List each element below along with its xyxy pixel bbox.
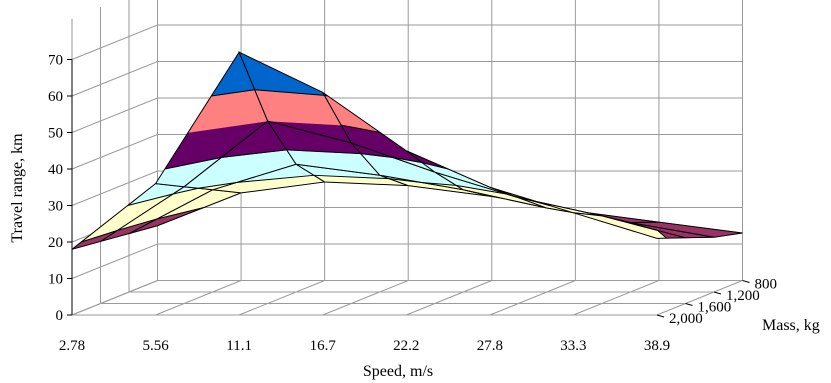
surface-cell	[238, 51, 353, 144]
y-tick-label-50: 50	[48, 126, 63, 142]
x-tick-label-3: 16.7	[310, 338, 337, 354]
floor-x-line-5	[489, 280, 576, 316]
contour-line	[156, 207, 205, 220]
floor-x-line-6	[573, 280, 660, 316]
surface-mesh-cell	[573, 212, 686, 239]
surface-cell	[573, 212, 686, 239]
x-axis-title: Speed, m/s	[363, 363, 433, 380]
contour-line	[211, 89, 255, 97]
y-tick-label-70: 70	[48, 53, 63, 69]
floor-x-line-0	[71, 280, 158, 316]
x-tick-label-7: 38.9	[644, 338, 670, 354]
y-tick-label-30: 30	[48, 199, 63, 215]
y-tick-label-10: 10	[48, 272, 63, 288]
floor-x-line-3	[322, 280, 409, 316]
contour-line	[313, 174, 390, 180]
x-tick-label-4: 22.2	[393, 338, 419, 354]
contour-line	[421, 182, 457, 186]
contour-line	[421, 162, 449, 170]
x-tick-label-5: 27.8	[477, 338, 503, 354]
surface-cell	[71, 183, 186, 250]
z-tick-label-2: 1,600	[698, 300, 732, 316]
contour-line	[172, 187, 199, 195]
floor-x-line-2	[238, 280, 325, 316]
floor-x-line-4	[406, 280, 492, 316]
y-tick-label-0: 0	[56, 308, 64, 324]
contour-line	[127, 193, 174, 206]
z-tick-mark-2	[685, 303, 693, 306]
z-tick-label-0: 800	[755, 277, 778, 293]
x-tick-label-2: 11.1	[226, 338, 252, 354]
contour-line	[198, 182, 237, 189]
y-axis-title: Travel range, km	[9, 133, 26, 243]
z-tick-mark-3	[656, 314, 665, 318]
contour-line	[117, 218, 157, 231]
z-tick-mark-0	[742, 280, 750, 283]
contour-line	[360, 153, 394, 158]
contour-line	[657, 230, 667, 239]
contour-line	[254, 89, 325, 96]
contour-line	[164, 157, 222, 170]
x-tick-label-1: 5.56	[142, 338, 169, 354]
surface-cell	[100, 186, 215, 242]
y-tick-label-40: 40	[48, 162, 63, 178]
floor-x-line-1	[155, 280, 242, 316]
contour-line	[81, 230, 118, 243]
contour-line	[341, 124, 381, 133]
contour-line	[236, 174, 315, 183]
contour-line	[221, 149, 287, 158]
label-layer: 0 10 20 30 40 50 60 70 2.78 5.56 11.1 16.7 22.2 27.8 3…	[48, 53, 777, 355]
contour-line	[286, 149, 361, 155]
z-tick-label-1: 1,200	[726, 288, 760, 304]
contour-line	[456, 184, 507, 195]
z-tick-label-3: 2,000	[669, 311, 703, 327]
y-tick-label-20: 20	[48, 235, 63, 251]
z-tick-mark-1	[713, 291, 722, 295]
contour-line	[392, 157, 423, 164]
gridline-0	[71, 280, 743, 316]
z-axis-title: Mass, kg	[762, 317, 820, 334]
x-tick-label-6: 33.3	[560, 338, 586, 354]
surface-cell	[295, 163, 409, 187]
floor-x-line-7	[656, 280, 743, 316]
y-tick-label-60: 60	[48, 89, 63, 105]
surface-layer	[71, 51, 743, 250]
x-tick-label-0: 2.78	[59, 338, 85, 354]
